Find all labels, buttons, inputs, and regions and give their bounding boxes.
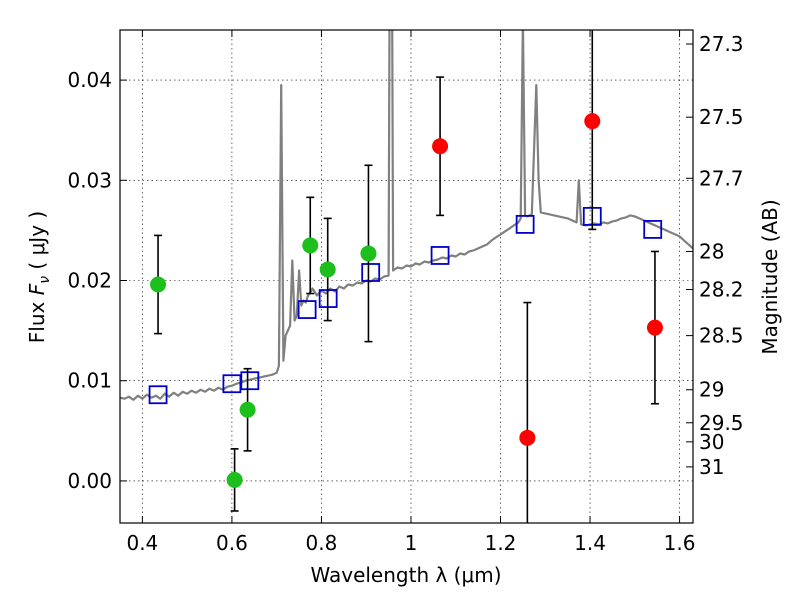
y2-tick-label: 28.2 [699,278,744,302]
y2-tick-label: 27.7 [699,166,744,190]
x-axis: 0.4 0.6 0.8 1 1.2 1.4 1.6 [126,30,695,555]
x-tick-label: 0.4 [126,531,158,555]
observed-flux-point [584,113,601,130]
observed-flux-point [302,237,319,254]
y-axis-label-subscript: ν [37,276,53,284]
y-tick-label: 0.01 [67,369,112,393]
grid-lines [120,30,693,523]
y-tick-label: 0.02 [67,269,112,293]
x-tick-label: 1.2 [485,531,517,555]
y-tick-label: 0.00 [67,469,112,493]
model-photometry-square [297,300,317,319]
plot-area [120,30,693,523]
x-axis-label: Wavelength λ (μm) [310,563,501,587]
y-tick-label: 0.04 [67,68,112,92]
observed-flux-point [150,276,167,293]
model-spectrum-line [120,30,693,401]
model-photometry-square [430,246,450,265]
y2-axis-label: Magnitude (AB) [758,199,782,354]
y2-tick-label: 28.5 [699,324,744,348]
model-photometry-square [240,371,260,391]
observed-flux-point [519,429,536,446]
plot-frame [119,29,694,524]
y-axis: 0.00 0.01 0.02 0.03 0.04 [67,68,127,493]
y2-tick-label: 27.5 [699,105,744,129]
observed-flux-point [432,138,449,155]
model-photometry-square [222,374,242,394]
y-axis-label-symbol: F [25,283,49,295]
x-tick-label: 0.6 [216,531,248,555]
model-photometry-square [643,220,663,239]
x-tick-label: 1.4 [574,531,606,555]
model-photometry-square [361,263,381,282]
y2-tick-label: 30 [699,430,724,454]
y2-tick-label: 28 [699,239,724,263]
observed-flux-point [239,401,256,418]
observed-flux-point [226,471,243,488]
y2-tick-label: 27.3 [699,32,744,56]
y2-tick-label: 29 [699,378,724,402]
y-tick-label: 0.03 [67,168,112,192]
x-tick-label: 1.6 [664,531,696,555]
x-tick-label: 0.8 [306,531,338,555]
y-axis-label-suffix: ( μJy ) [25,211,49,276]
observed-flux-point [646,319,663,336]
y-axis-label: Flux Fν ( μJy ) [25,211,53,343]
model-photometry-square [515,214,535,234]
model-photometry-square [148,385,168,405]
observed-flux-point [360,245,377,262]
y2-tick-label: 31 [699,455,724,479]
y-axis-label-prefix: Flux [25,295,49,343]
y2-tick-label: 29.5 [699,411,744,435]
x-tick-label: 1 [405,531,418,555]
observed-flux-point [319,261,336,278]
